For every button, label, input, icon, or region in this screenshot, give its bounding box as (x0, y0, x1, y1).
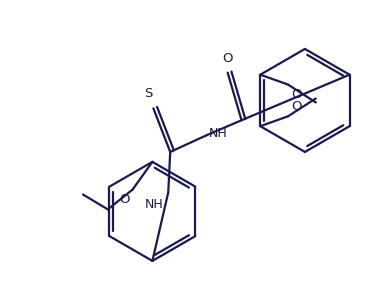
Text: O: O (222, 52, 233, 65)
Text: S: S (144, 87, 152, 100)
Text: O: O (119, 193, 130, 206)
Text: NH: NH (144, 197, 163, 210)
Text: O: O (291, 100, 301, 113)
Text: O: O (291, 88, 301, 100)
Text: NH: NH (209, 127, 228, 140)
